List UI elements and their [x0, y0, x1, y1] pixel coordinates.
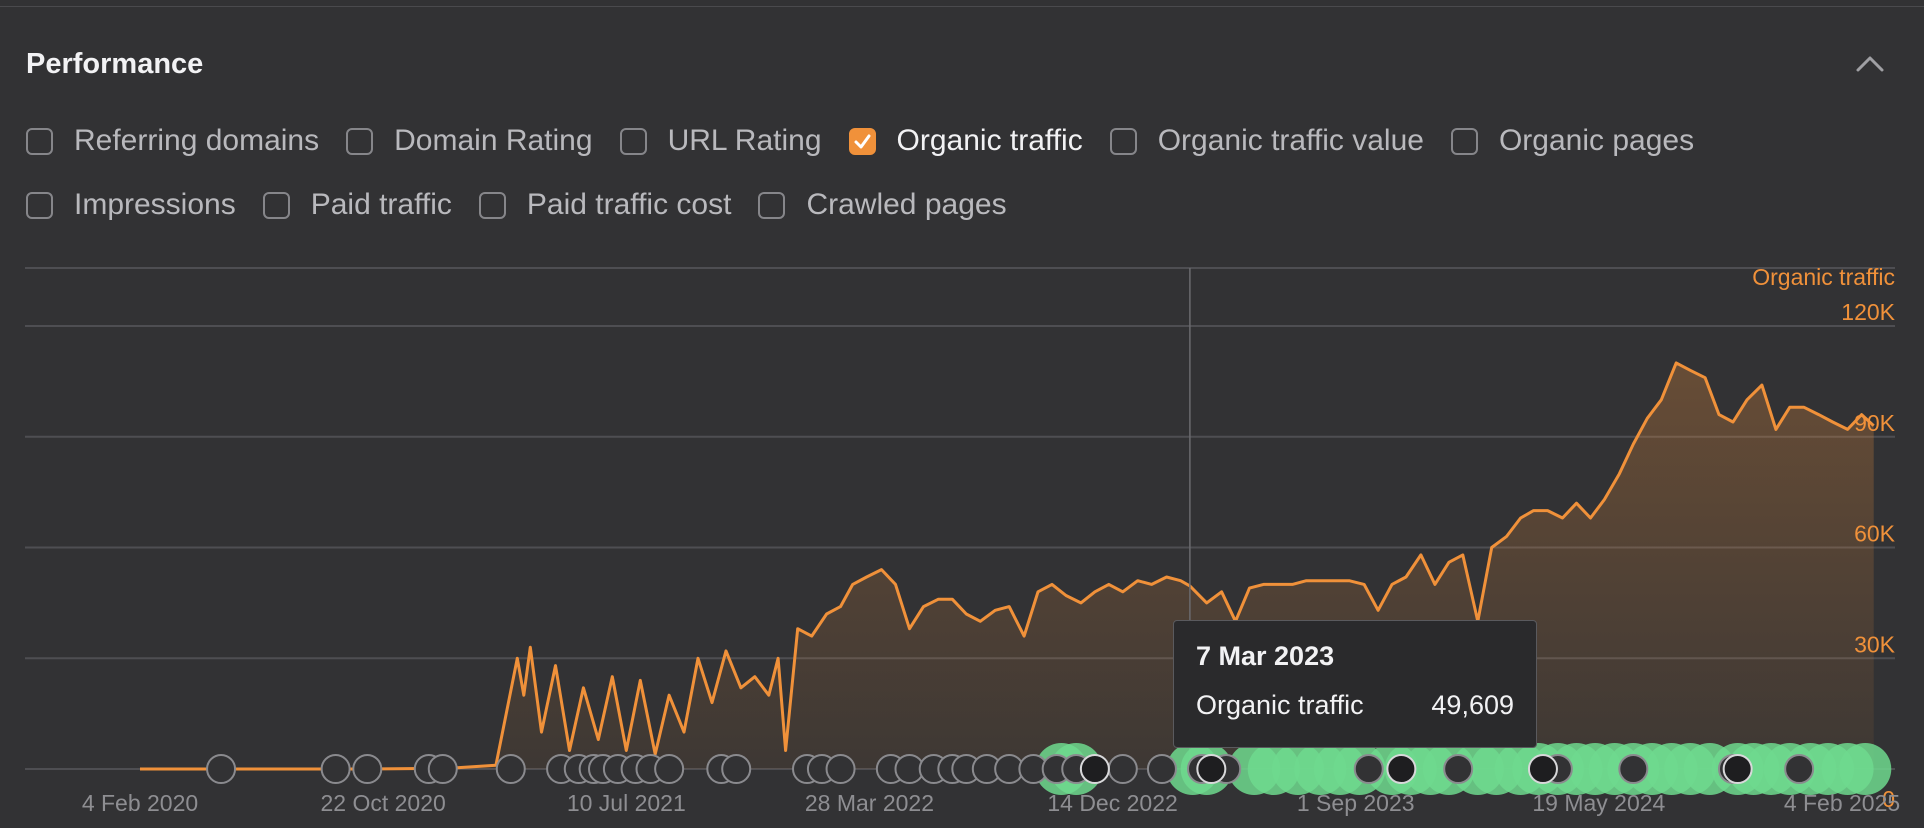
metric-label: Organic pages	[1498, 124, 1695, 157]
update-marker-dark[interactable]	[1722, 754, 1753, 784]
checkbox[interactable]	[848, 127, 876, 155]
x-tick-label: 28 Mar 2022	[805, 790, 934, 816]
metric-toggle-organic-pages[interactable]: Organic pages	[1450, 124, 1695, 158]
metric-selector: Referring domains Domain Rating URL Rating…	[26, 118, 1906, 246]
organic-traffic-chart: Organic traffic 0 30K 60K 90K 120K 4 Feb 2020 2…	[25, 264, 1900, 816]
metric-label: Organic traffic	[896, 124, 1083, 157]
metric-toggle-paid-traffic-cost[interactable]: Paid traffic cost	[478, 188, 732, 222]
metric-toggle-referring-domains[interactable]: Referring domains	[26, 124, 319, 158]
update-marker[interactable]	[1107, 754, 1138, 784]
update-marker[interactable]	[320, 754, 351, 784]
checkbox[interactable]	[1450, 127, 1478, 155]
update-marker[interactable]	[206, 754, 237, 784]
y-tick-label: 30K	[1854, 631, 1896, 657]
metric-toggle-impressions[interactable]: Impressions	[26, 188, 236, 222]
metric-toggle-organic-traffic-value[interactable]: Organic traffic value	[1109, 124, 1424, 158]
checkbox[interactable]	[346, 127, 374, 155]
x-tick-label: 19 May 2024	[1532, 790, 1665, 816]
update-marker-dark[interactable]	[1196, 754, 1227, 784]
update-marker[interactable]	[495, 754, 526, 784]
metric-label: Paid traffic	[310, 188, 452, 221]
update-marker[interactable]	[427, 754, 458, 784]
metric-toggle-paid-traffic[interactable]: Paid traffic	[262, 188, 452, 222]
update-marker[interactable]	[721, 754, 752, 784]
update-marker-dark[interactable]	[1079, 754, 1110, 784]
metric-toggle-organic-traffic[interactable]: Organic traffic	[848, 124, 1083, 158]
y-tick-label: 60K	[1854, 521, 1896, 547]
update-marker-dark[interactable]	[1527, 754, 1558, 784]
metric-row: Referring domains Domain Rating URL Rating…	[26, 118, 1906, 164]
metric-row: Impressions Paid traffic Paid traffic cost…	[26, 182, 1906, 228]
collapse-button[interactable]	[1852, 46, 1888, 82]
tooltip-label: Organic traffic	[1196, 690, 1364, 720]
chart-area: Organic traffic 0 30K 60K 90K 120K 4 Feb 2020 2…	[0, 255, 1924, 828]
checkmark-icon	[854, 134, 871, 148]
x-tick-label: 10 Jul 2021	[567, 790, 686, 816]
update-marker[interactable]	[1353, 754, 1384, 784]
panel-header: Performance	[26, 44, 1898, 84]
tooltip-date: 7 Mar 2023	[1196, 641, 1335, 671]
series-label: Organic traffic	[1752, 264, 1895, 290]
checkbox[interactable]	[26, 191, 53, 219]
checkbox[interactable]	[758, 191, 786, 219]
metric-toggle-url-rating[interactable]: URL Rating	[619, 124, 822, 158]
checkbox[interactable]	[1109, 127, 1137, 155]
y-tick-label: 90K	[1854, 410, 1896, 436]
checkbox[interactable]	[619, 127, 647, 155]
x-tick-label: 4 Feb 2020	[82, 790, 198, 816]
x-tick-label: 1 Sep 2023	[1297, 790, 1415, 816]
tooltip-row: Organic traffic 49,609	[1196, 690, 1514, 721]
update-marker[interactable]	[1443, 754, 1474, 784]
series-area	[140, 362, 1874, 769]
update-marker[interactable]	[825, 754, 856, 784]
y-tick-label: 120K	[1841, 299, 1895, 325]
checkbox[interactable]	[262, 191, 290, 219]
tooltip-value: 49,609	[1431, 690, 1514, 720]
metric-toggle-domain-rating[interactable]: Domain Rating	[346, 124, 593, 158]
update-marker[interactable]	[1784, 754, 1815, 784]
chevron-up-icon	[1856, 56, 1884, 72]
update-marker[interactable]	[352, 754, 383, 784]
chart-tooltip: 7 Mar 2023 Organic traffic 49,609	[1173, 620, 1537, 748]
series-line	[140, 361, 1875, 771]
x-tick-label: 22 Oct 2020	[320, 790, 445, 816]
update-marker[interactable]	[1146, 754, 1177, 784]
page-title: Performance	[26, 48, 204, 80]
y-tick-label: 0	[1882, 786, 1895, 812]
update-marker[interactable]	[1618, 754, 1649, 784]
metric-label: Referring domains	[74, 124, 320, 157]
metric-label: Organic traffic value	[1157, 124, 1424, 157]
checkbox[interactable]	[26, 127, 53, 155]
metric-label: Paid traffic cost	[526, 188, 732, 221]
x-tick-label: 4 Feb 2025	[1784, 790, 1900, 816]
update-marker-dark[interactable]	[1386, 754, 1417, 784]
update-marker-green[interactable]	[1839, 743, 1892, 795]
metric-label: Impressions	[74, 188, 236, 221]
x-tick-label: 14 Dec 2022	[1047, 790, 1177, 816]
top-divider	[0, 6, 1924, 7]
checkbox[interactable]	[478, 191, 506, 219]
metric-label: Crawled pages	[806, 188, 1007, 221]
metric-label: URL Rating	[667, 124, 822, 157]
update-marker[interactable]	[654, 754, 685, 784]
metric-toggle-crawled-pages[interactable]: Crawled pages	[758, 188, 1007, 222]
metric-label: Domain Rating	[394, 124, 593, 157]
